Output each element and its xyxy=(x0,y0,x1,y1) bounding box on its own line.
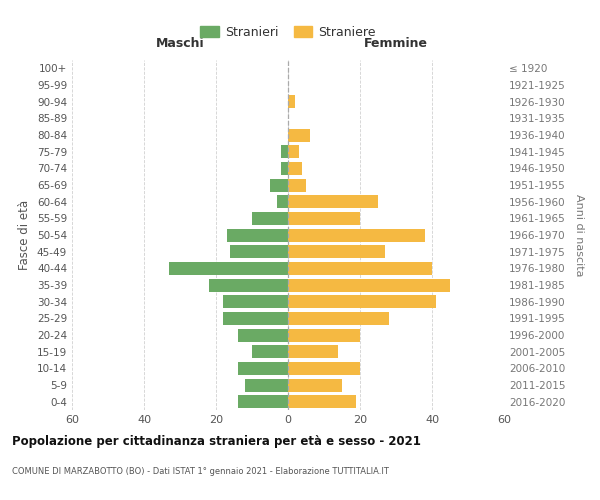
Bar xyxy=(238,362,288,375)
Bar xyxy=(252,345,288,358)
Bar xyxy=(288,195,378,208)
Text: Femmine: Femmine xyxy=(364,37,428,50)
Bar xyxy=(288,162,302,175)
Bar xyxy=(169,262,288,275)
Bar xyxy=(288,95,295,108)
Bar xyxy=(223,295,288,308)
Bar xyxy=(288,278,450,291)
Bar xyxy=(288,328,360,342)
Bar xyxy=(281,145,288,158)
Bar xyxy=(230,245,288,258)
Bar xyxy=(288,145,299,158)
Y-axis label: Fasce di età: Fasce di età xyxy=(19,200,31,270)
Bar xyxy=(288,295,436,308)
Bar xyxy=(227,228,288,241)
Bar xyxy=(288,245,385,258)
Text: Maschi: Maschi xyxy=(155,37,205,50)
Bar xyxy=(288,128,310,141)
Bar xyxy=(245,378,288,392)
Bar xyxy=(288,378,342,392)
Bar xyxy=(288,395,356,408)
Legend: Stranieri, Straniere: Stranieri, Straniere xyxy=(195,21,381,44)
Bar xyxy=(288,178,306,192)
Text: Popolazione per cittadinanza straniera per età e sesso - 2021: Popolazione per cittadinanza straniera p… xyxy=(12,435,421,448)
Bar xyxy=(288,345,338,358)
Bar xyxy=(277,195,288,208)
Bar xyxy=(238,328,288,342)
Bar xyxy=(288,312,389,325)
Text: COMUNE DI MARZABOTTO (BO) - Dati ISTAT 1° gennaio 2021 - Elaborazione TUTTITALIA: COMUNE DI MARZABOTTO (BO) - Dati ISTAT 1… xyxy=(12,468,389,476)
Bar xyxy=(288,362,360,375)
Y-axis label: Anni di nascita: Anni di nascita xyxy=(574,194,584,276)
Bar xyxy=(238,395,288,408)
Bar xyxy=(223,312,288,325)
Bar xyxy=(281,162,288,175)
Bar xyxy=(288,212,360,225)
Bar xyxy=(252,212,288,225)
Bar xyxy=(288,228,425,241)
Bar xyxy=(270,178,288,192)
Bar xyxy=(288,262,432,275)
Bar xyxy=(209,278,288,291)
